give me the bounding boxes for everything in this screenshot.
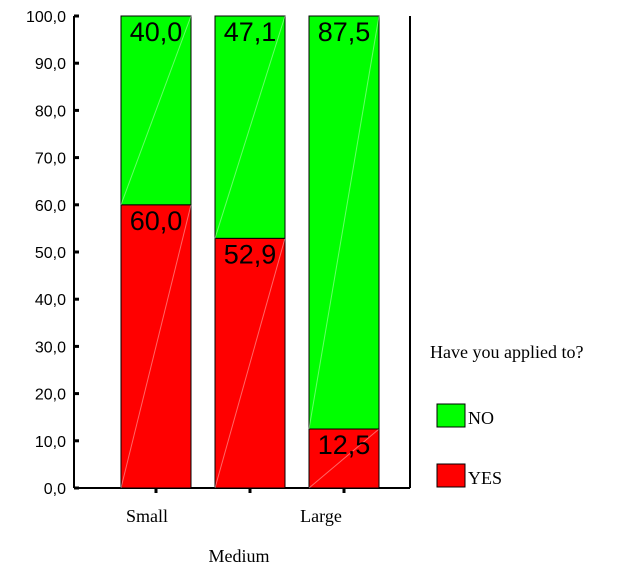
- bar-segment-diagonal: [214, 238, 286, 489]
- x-axis-ticks: Small Medium Large: [126, 488, 346, 566]
- bar-segment-yes: [308, 428, 380, 489]
- legend-label-no: NO: [468, 408, 494, 428]
- legend: Have you applied to? NO YES: [430, 342, 583, 488]
- x-category-label: Large: [300, 506, 342, 526]
- x-category-label: Medium: [209, 546, 270, 566]
- legend-swatch-no: [436, 403, 466, 428]
- x-category-label: Small: [126, 506, 168, 526]
- legend-swatch-yes: [436, 463, 466, 488]
- y-tick-label: 70,0: [35, 151, 66, 168]
- bar-segment-no: [120, 15, 192, 206]
- bar-segment-diagonal: [120, 204, 192, 489]
- y-tick-label: 90,0: [35, 56, 66, 73]
- bar-segment-no: [308, 15, 380, 430]
- legend-label-yes: YES: [468, 468, 502, 488]
- y-tick-label: 30,0: [35, 339, 66, 356]
- bar-segment-diagonal: [120, 15, 192, 205]
- bar-segment-diagonal: [308, 428, 380, 489]
- y-tick-label: 20,0: [35, 387, 66, 404]
- data-label: 52,9: [224, 239, 277, 269]
- y-axis-ticks: 0,0 10,0 20,0 30,0 40,0 50,0 60,0 70,0 80,0 90,0 1…: [26, 9, 79, 498]
- bar-segment-diagonal: [214, 15, 286, 239]
- y-tick-label: 80,0: [35, 103, 66, 120]
- data-label: 47,1: [224, 17, 277, 47]
- bar-segment-yes: [120, 204, 192, 489]
- y-tick-label: 50,0: [35, 245, 66, 262]
- bars: 60,0 40,0 52,9 47,1 12,5 87,5: [120, 15, 380, 489]
- data-label: 87,5: [318, 17, 371, 47]
- data-label: 40,0: [130, 17, 183, 47]
- y-tick-label: 10,0: [35, 434, 66, 451]
- y-tick-label: 0,0: [44, 481, 66, 498]
- data-label: 12,5: [318, 430, 371, 460]
- y-tick-label: 40,0: [35, 292, 66, 309]
- y-tick-label: 100,0: [26, 9, 66, 26]
- bar-segment-diagonal: [308, 15, 380, 430]
- data-label: 60,0: [130, 206, 183, 236]
- bar-segment-no: [214, 15, 286, 239]
- legend-title: Have you applied to?: [430, 342, 583, 362]
- y-tick-label: 60,0: [35, 198, 66, 215]
